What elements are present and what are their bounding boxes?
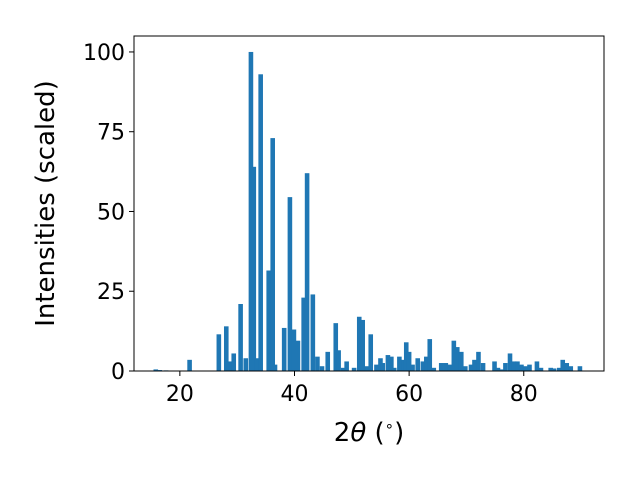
bar	[560, 359, 566, 371]
bar	[538, 367, 544, 371]
bar	[374, 364, 379, 371]
bar	[480, 363, 486, 371]
bar	[333, 323, 339, 371]
bar	[472, 359, 477, 371]
bar	[325, 351, 331, 371]
bar	[527, 364, 532, 371]
bar	[548, 367, 553, 371]
bar	[344, 361, 349, 371]
bar	[415, 358, 421, 371]
y-axis-ticks: 0 25 50 75 100	[83, 41, 134, 385]
bar	[523, 366, 528, 371]
bar	[368, 334, 374, 371]
y-tick-label: 25	[97, 280, 125, 305]
bar	[438, 363, 444, 371]
bar	[301, 297, 306, 371]
bar	[534, 361, 540, 371]
bar	[447, 364, 453, 371]
x-axis-ticks: 20 40 60 80	[166, 371, 538, 407]
bar	[499, 369, 504, 371]
bar	[424, 356, 429, 371]
bar	[406, 351, 412, 371]
y-tick-label: 0	[111, 360, 125, 385]
bar	[251, 166, 257, 371]
bar	[254, 358, 259, 371]
bar	[223, 326, 229, 371]
bar	[243, 358, 249, 371]
bar	[463, 366, 468, 371]
bar	[238, 304, 243, 371]
bar	[295, 340, 301, 371]
bar	[391, 367, 397, 371]
bar	[266, 270, 271, 371]
bar	[468, 364, 474, 371]
bar	[454, 347, 460, 371]
x-tick-label: 40	[280, 382, 308, 407]
bar	[351, 367, 357, 371]
bar	[503, 363, 508, 371]
bar	[420, 361, 426, 371]
bar-series	[153, 51, 583, 371]
bar	[568, 366, 574, 371]
bar	[515, 361, 520, 371]
bar	[458, 351, 464, 371]
x-axis-label: 2θ (∘)	[334, 417, 404, 448]
bar	[340, 367, 346, 371]
bar	[507, 353, 513, 371]
bar	[401, 359, 406, 371]
bar	[403, 342, 409, 371]
bar	[228, 361, 233, 371]
plot-frame	[133, 35, 605, 372]
bar	[356, 316, 362, 371]
y-tick-label: 50	[97, 200, 125, 225]
x-tick-label: 80	[510, 382, 538, 407]
bar	[336, 350, 341, 371]
bar	[380, 363, 386, 371]
x-tick-label: 20	[166, 382, 194, 407]
bar	[231, 353, 237, 371]
bar	[281, 327, 287, 371]
y-axis-label: Intensities (scaled)	[31, 80, 61, 327]
bar	[557, 367, 562, 371]
bar	[304, 173, 310, 371]
bar	[310, 294, 316, 371]
bar	[511, 361, 517, 371]
bar	[476, 351, 481, 371]
bar	[551, 368, 557, 371]
bar	[153, 369, 159, 371]
bar	[270, 138, 275, 371]
bar	[410, 364, 415, 371]
bar	[287, 197, 293, 371]
bar	[385, 355, 391, 371]
bar	[272, 364, 278, 371]
bar	[187, 359, 192, 371]
bar	[360, 319, 365, 371]
bar	[577, 366, 583, 371]
bar	[492, 361, 497, 371]
bar	[397, 356, 402, 371]
bar	[451, 340, 457, 371]
bar	[364, 366, 369, 371]
bar	[216, 334, 222, 371]
y-tick-label: 100	[83, 41, 125, 66]
bar	[519, 364, 524, 371]
bar	[431, 367, 437, 371]
bar	[248, 51, 254, 371]
bar	[443, 363, 449, 371]
bar	[389, 356, 394, 371]
bar	[315, 356, 320, 371]
y-tick-label: 75	[97, 121, 125, 146]
bar	[291, 329, 297, 371]
x-tick-label: 60	[395, 382, 423, 407]
bar	[258, 74, 263, 371]
bar	[564, 363, 570, 371]
bar	[495, 367, 501, 371]
bar	[319, 366, 325, 371]
bar	[427, 339, 433, 371]
